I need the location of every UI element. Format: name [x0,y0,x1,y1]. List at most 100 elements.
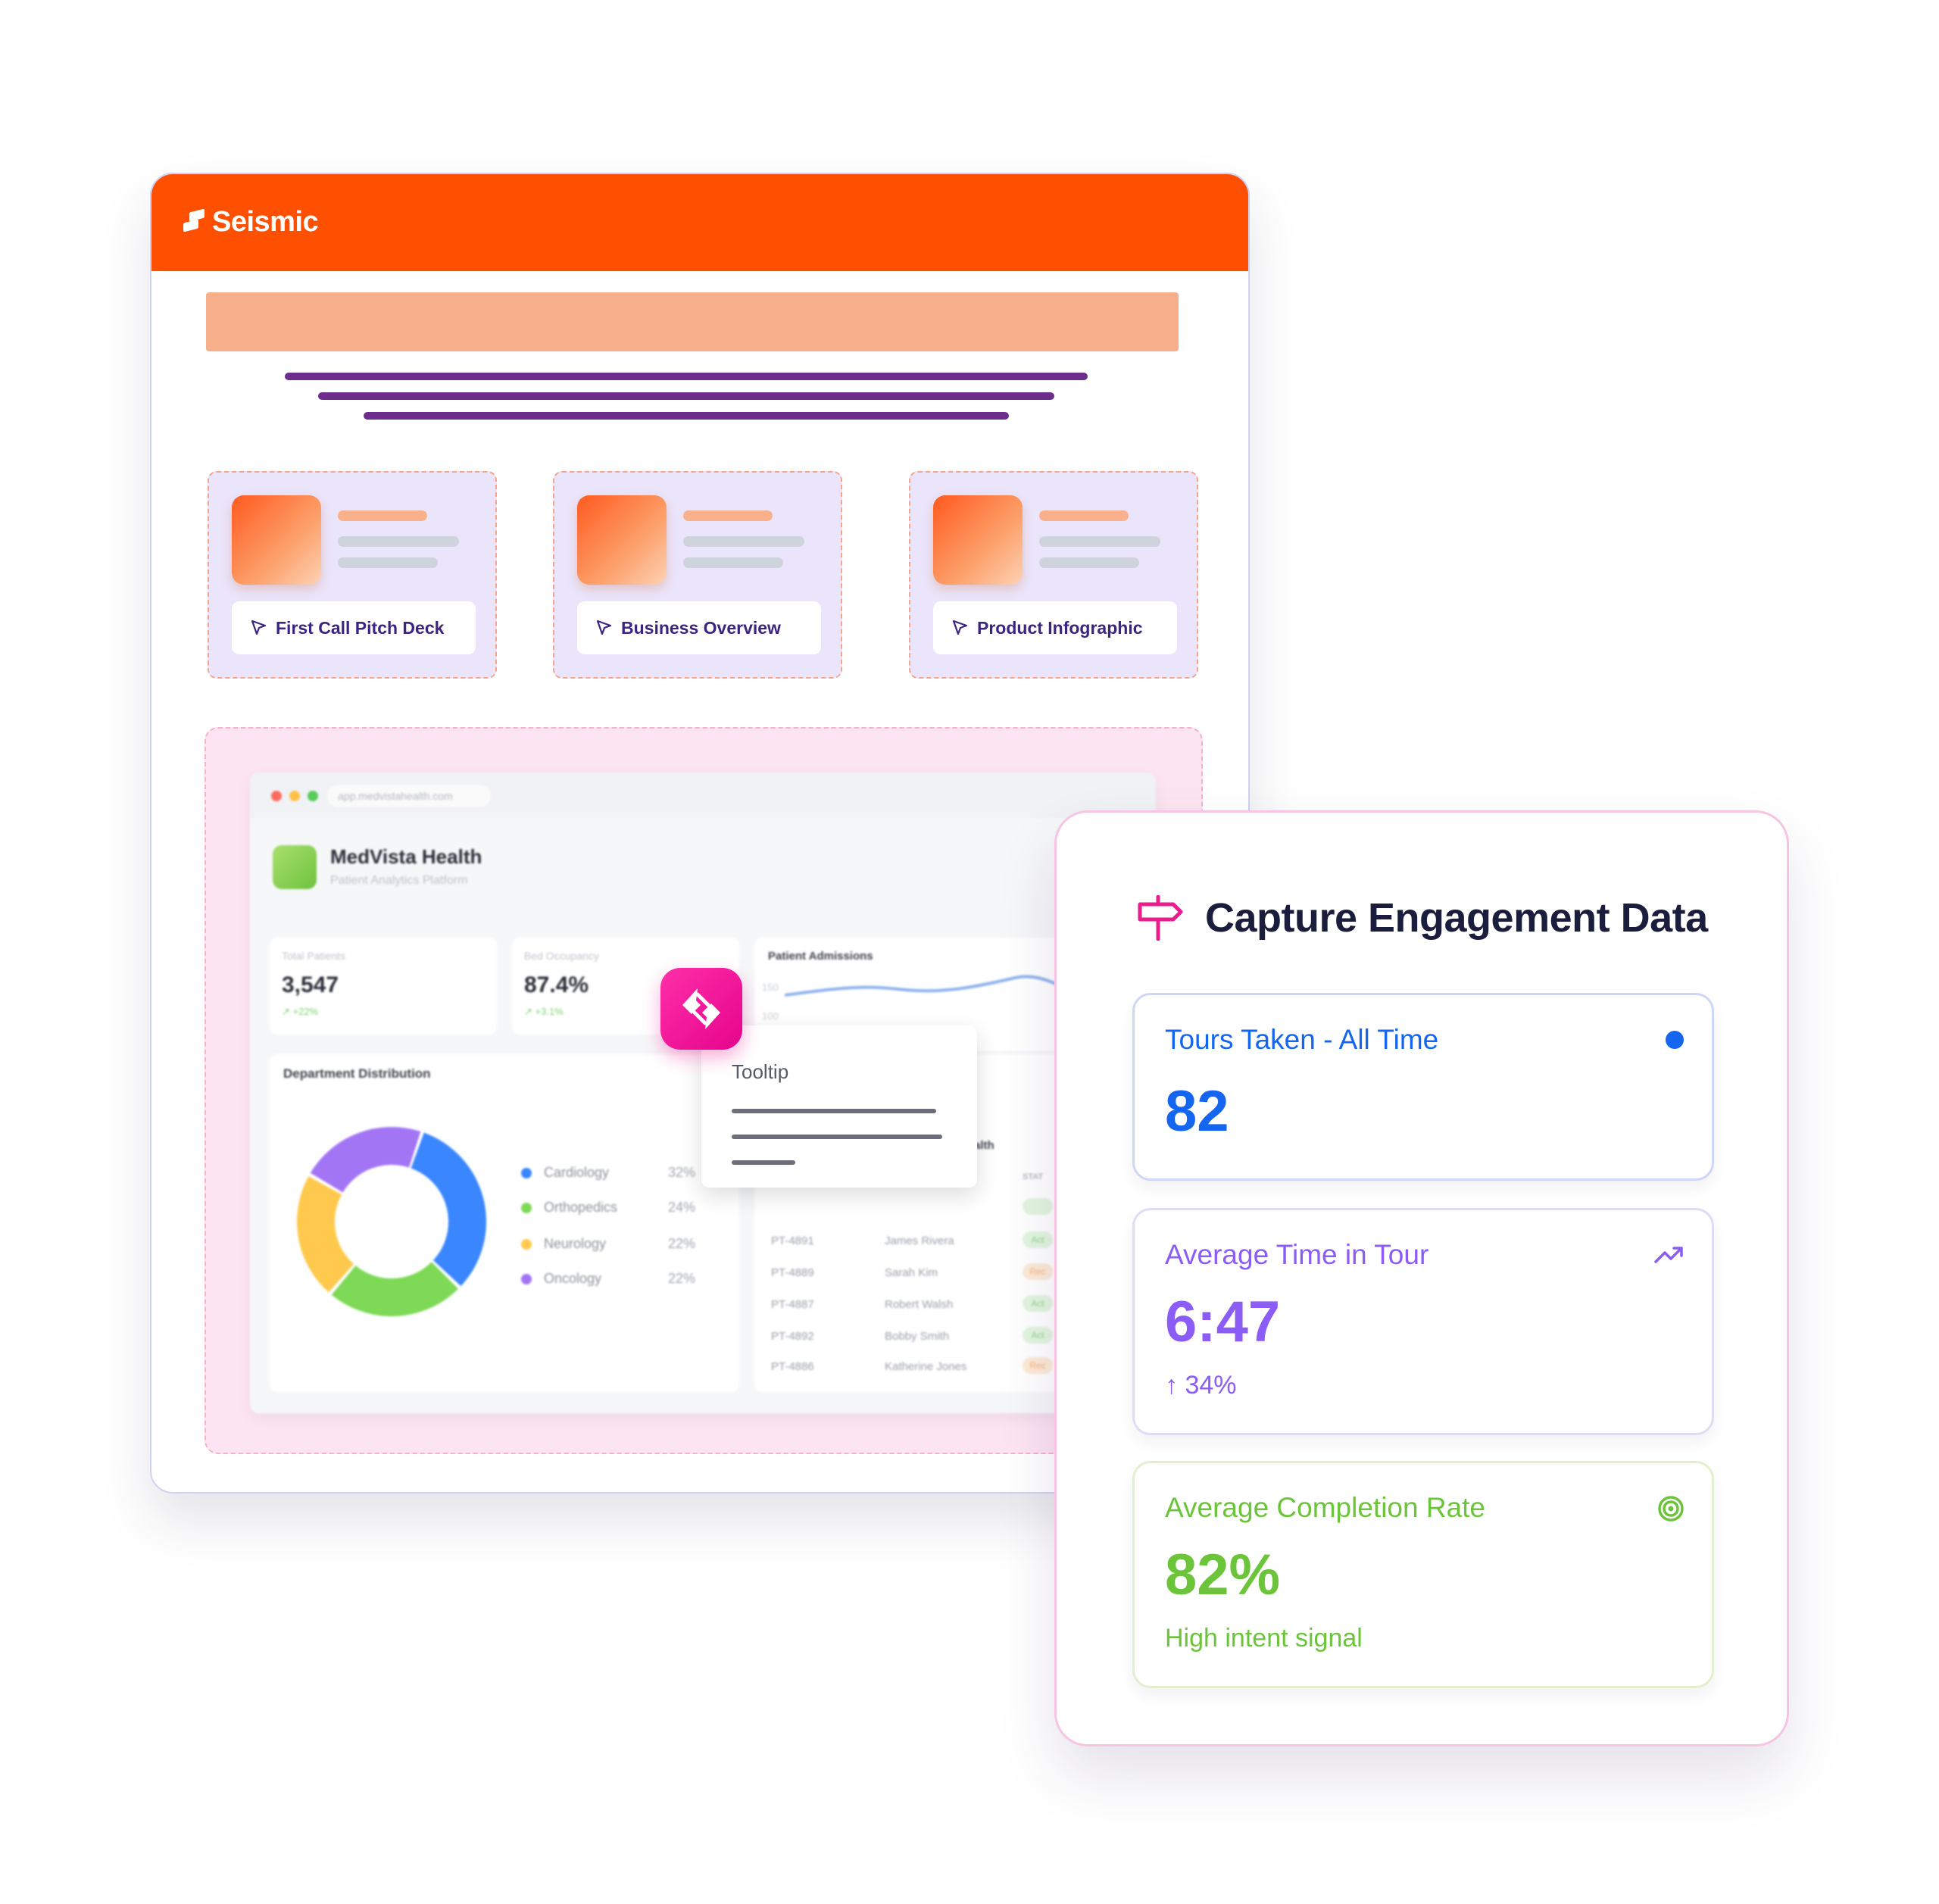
browser-bar: app.medvistahealth.com [250,773,1156,818]
card-button-label: Product Infographic [977,617,1143,638]
business-overview-button[interactable]: Business Overview [577,601,821,654]
guided-tour-tooltip[interactable]: Tooltip [701,1025,977,1188]
close-dot [271,791,282,801]
stat-change: ↗ +3.1% [524,1006,564,1017]
panel-title: Department Distribution [283,1066,431,1081]
signpost-icon [1138,895,1183,941]
admissions-line [785,975,1073,997]
metric-average-time[interactable]: Average Time in Tour 6:47 ↑ 34% [1132,1208,1714,1435]
legend-oncology: Oncology 22% [521,1271,695,1287]
medvista-logo-icon [273,845,317,889]
stat-value: 87.4% [524,972,589,997]
minimize-dot [289,791,300,801]
card-button-label: Business Overview [621,617,781,638]
metric-subtext: High intent signal [1165,1624,1363,1653]
department-donut-chart [297,1127,486,1316]
card-text-placeholder [1039,557,1139,568]
legend-swatch [521,1273,532,1284]
legend-swatch [521,1167,532,1178]
metric-value: 82% [1165,1543,1281,1607]
content-card-product-infographic[interactable]: Product Infographic [909,471,1198,679]
patient-name: Bobby Smith [885,1330,950,1343]
table-row[interactable]: PT-4891 James Rivera [771,1234,1059,1247]
table-row[interactable]: PT-4892 Bobby Smith [771,1330,1059,1343]
donut-slice-orthopedics [297,1127,486,1316]
tour-logo-icon [682,988,720,1029]
patient-id: PT-4886 [771,1360,814,1373]
tooltip-title: Tooltip [732,1060,789,1083]
patient-name: Sarah Kim [885,1266,938,1279]
card-title-placeholder [683,510,773,521]
table-row[interactable]: PT-4889 Sarah Kim [771,1266,1059,1279]
seismic-brand[interactable]: Seismic [183,206,319,239]
legend-name: Oncology [544,1271,602,1286]
target-icon [1658,1496,1684,1522]
card-title-placeholder [338,510,427,521]
status-pill: Act [1023,1231,1053,1248]
stat-label: Bed Occupancy [524,950,599,962]
metric-label: Average Completion Rate [1165,1492,1486,1523]
tooltip-text-line [732,1135,942,1139]
content-card-first-call[interactable]: First Call Pitch Deck [208,471,497,679]
patient-name: Robert Walsh [885,1298,954,1311]
card-text-placeholder [338,536,459,547]
patient-id: PT-4889 [771,1266,814,1279]
card-text-placeholder [338,557,438,568]
patient-name: James Rivera [885,1234,954,1247]
legend-pct: 24% [667,1200,695,1215]
metric-change: ↑ 34% [1165,1371,1237,1400]
legend-neurology: Neurology 22% [521,1236,695,1252]
maximize-dot [308,791,318,801]
engagement-title: Capture Engagement Data [1205,895,1708,941]
legend-cardiology: Cardiology 32% [521,1165,695,1181]
metric-label: Tours Taken - All Time [1165,1024,1439,1055]
card-text-placeholder [1039,536,1160,547]
tooltip-text-line [732,1160,795,1165]
metric-value: 6:47 [1165,1290,1281,1354]
legend-name: Neurology [544,1236,607,1251]
app-subtitle: Patient Analytics Platform [330,874,468,887]
legend-pct: 22% [667,1236,695,1251]
status-header: STAT [1023,1172,1044,1181]
card-title-placeholder [1039,510,1129,521]
tooltip-text-line [732,1109,936,1113]
status-pill: Rec [1023,1263,1053,1280]
legend-name: Cardiology [544,1165,610,1180]
y-tick: 150 [762,982,779,993]
first-call-pitch-deck-button[interactable]: First Call Pitch Deck [232,601,476,654]
patient-name: Katherine Jones [885,1360,967,1373]
metric-value: 82 [1165,1079,1229,1144]
cursor-icon [952,620,968,635]
product-infographic-button[interactable]: Product Infographic [933,601,1177,654]
app-title: MedVista Health [330,845,482,868]
legend-swatch [521,1202,532,1213]
seismic-header: Seismic [151,174,1248,271]
donut-slice-cardiology [297,1127,486,1316]
card-thumbnail [577,495,667,585]
table-row[interactable]: PT-4887 Robert Walsh [771,1298,1059,1311]
cursor-icon [251,620,267,635]
status-pill: Act [1023,1327,1053,1344]
trending-up-icon [1654,1247,1683,1263]
metric-completion-rate[interactable]: Average Completion Rate 82% High intent … [1132,1461,1714,1688]
tour-app-icon[interactable] [660,968,742,1050]
table-row[interactable]: PT-4886 Katherine Jones [771,1360,1059,1373]
status-pill: Rec [1023,1357,1053,1374]
engagement-panel: Capture Engagement Data Tours Taken - Al… [1054,810,1789,1746]
content-card-business-overview[interactable]: Business Overview [553,471,842,679]
panel-title: Patient Admissions [768,950,873,963]
seismic-logo-icon [183,208,205,235]
stat-change: ↗ +22% [282,1006,319,1017]
url-bar: app.medvistahealth.com [327,785,491,807]
patient-id: PT-4891 [771,1234,814,1247]
legend-name: Orthopedics [544,1200,618,1215]
patient-id: PT-4892 [771,1330,814,1343]
legend-pct: 22% [667,1271,695,1286]
table-title-fragment: alth [974,1139,994,1152]
dot-icon [1666,1031,1684,1049]
stat-label: Total Patients [282,950,346,962]
metric-label: Average Time in Tour [1165,1239,1429,1270]
headline-line [364,412,1009,420]
metric-tours-taken[interactable]: Tours Taken - All Time 82 [1132,993,1714,1181]
legend-swatch [521,1238,532,1250]
